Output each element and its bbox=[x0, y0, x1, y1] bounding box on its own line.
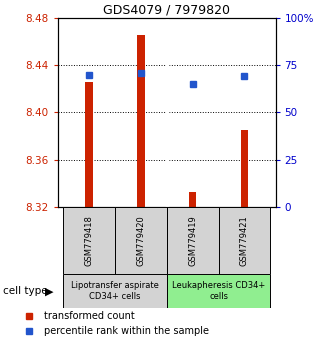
Bar bbox=[115, 207, 167, 274]
Title: GDS4079 / 7979820: GDS4079 / 7979820 bbox=[103, 4, 230, 17]
Text: GSM779419: GSM779419 bbox=[188, 215, 197, 266]
Bar bbox=[189, 192, 196, 207]
Bar bbox=[63, 207, 115, 274]
Bar bbox=[85, 82, 93, 207]
Bar bbox=[167, 274, 270, 308]
Bar bbox=[63, 274, 167, 308]
Text: percentile rank within the sample: percentile rank within the sample bbox=[44, 326, 209, 336]
Bar bbox=[241, 130, 248, 207]
Text: GSM779420: GSM779420 bbox=[136, 215, 145, 266]
Text: Lipotransfer aspirate
CD34+ cells: Lipotransfer aspirate CD34+ cells bbox=[71, 281, 159, 301]
Text: cell type: cell type bbox=[3, 286, 48, 296]
Text: GSM779421: GSM779421 bbox=[240, 215, 249, 266]
Bar bbox=[218, 207, 270, 274]
Text: GSM779418: GSM779418 bbox=[84, 215, 93, 266]
Text: Leukapheresis CD34+
cells: Leukapheresis CD34+ cells bbox=[172, 281, 265, 301]
Bar bbox=[167, 207, 218, 274]
Bar bbox=[137, 35, 145, 207]
Text: transformed count: transformed count bbox=[44, 312, 135, 321]
Text: ▶: ▶ bbox=[45, 286, 53, 296]
